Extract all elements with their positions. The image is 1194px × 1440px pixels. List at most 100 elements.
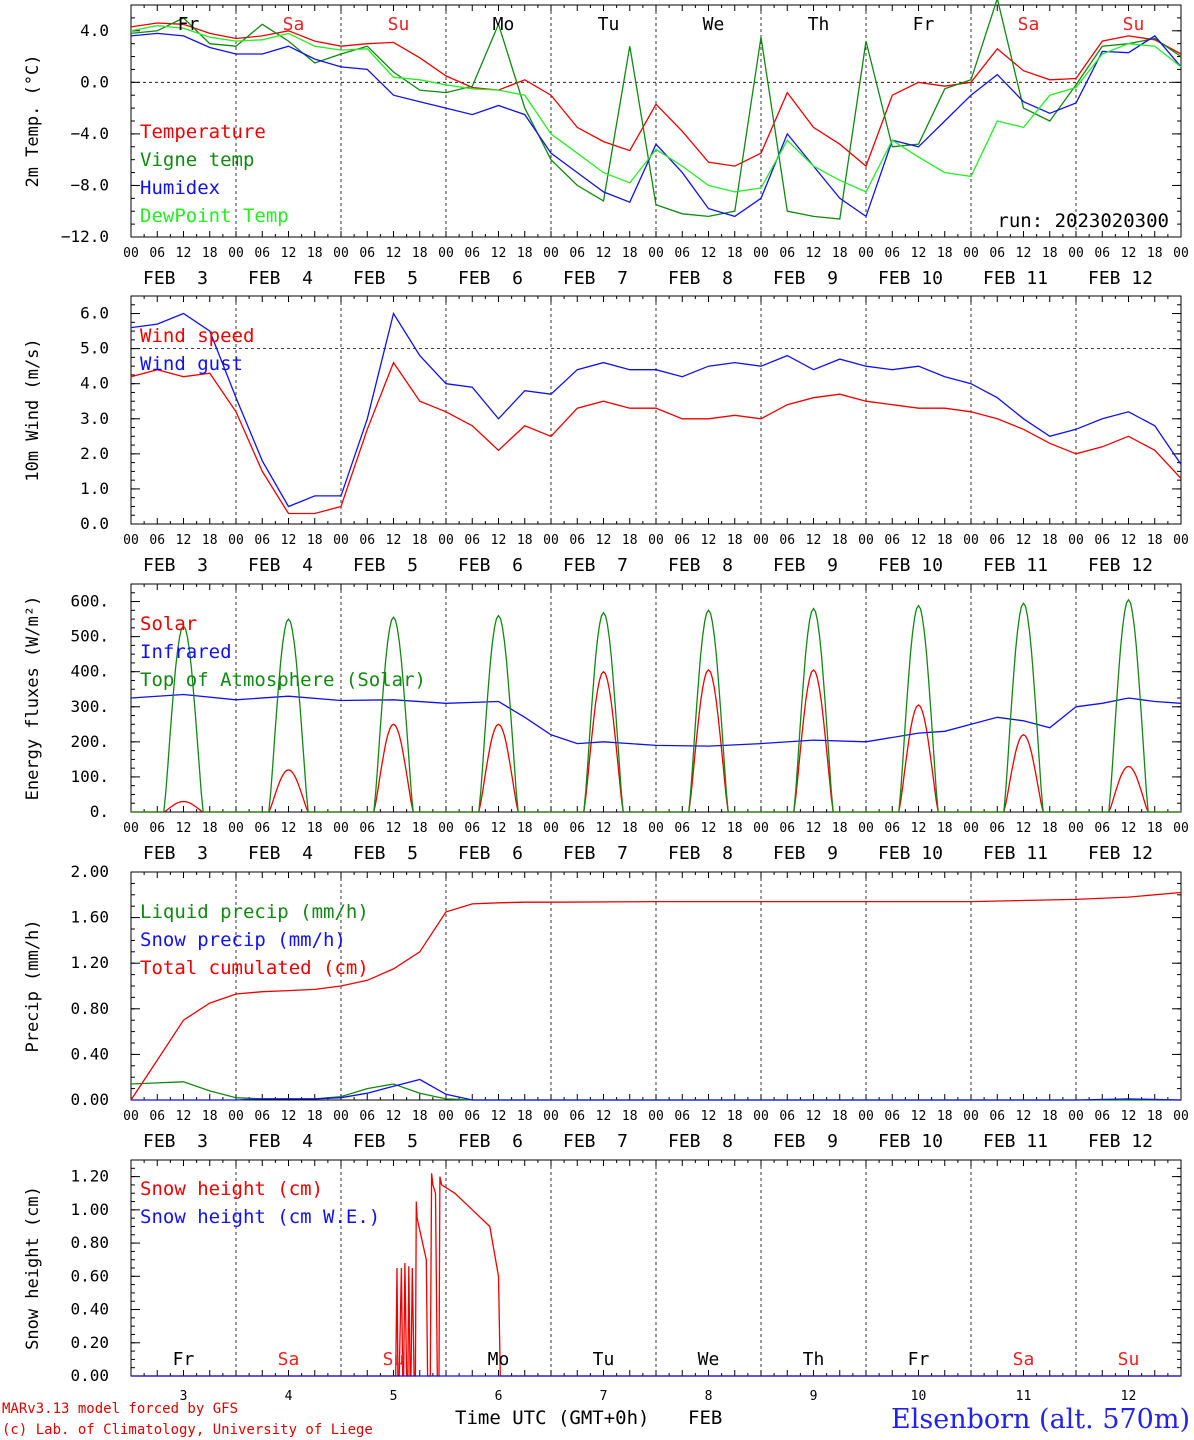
hour-tick-label: 00 xyxy=(1068,246,1084,261)
hour-tick-label: 18 xyxy=(412,246,428,261)
date-label: FEB 9 xyxy=(773,1131,838,1152)
date-label: FEB 10 xyxy=(878,555,943,576)
hour-tick-label: 06 xyxy=(359,1109,375,1124)
hour-tick-label: 00 xyxy=(648,1109,664,1124)
date-label: FEB 3 xyxy=(143,555,208,576)
hour-tick-label: 18 xyxy=(1147,533,1163,548)
hour-tick-label: 06 xyxy=(884,821,900,836)
date-label: FEB 8 xyxy=(668,843,733,864)
legend-entry: Temperature xyxy=(140,121,266,143)
date-label: FEB 5 xyxy=(353,268,418,289)
series-line-infrared xyxy=(130,693,1182,747)
hour-tick-label: 06 xyxy=(884,246,900,261)
weekday-label: Tu xyxy=(593,1349,615,1370)
y-tick-label: 0.40 xyxy=(70,1044,109,1063)
date-label: FEB 12 xyxy=(1088,268,1153,289)
hour-tick-label: 06 xyxy=(1094,1109,1110,1124)
day-number-label: 9 xyxy=(810,1389,818,1404)
hour-tick-label: 18 xyxy=(937,533,953,548)
weekday-label: We xyxy=(703,14,725,35)
y-tick-label: 0.00 xyxy=(70,1366,109,1385)
hour-tick-label: 06 xyxy=(254,246,270,261)
hour-tick-label: 12 xyxy=(1016,246,1032,261)
hour-tick-label: 18 xyxy=(1042,821,1058,836)
hour-tick-label: 18 xyxy=(517,533,533,548)
hour-tick-label: 00 xyxy=(1173,821,1189,836)
hour-tick-label: 12 xyxy=(281,533,297,548)
hour-tick-label: 18 xyxy=(307,1109,323,1124)
weekday-label: We xyxy=(698,1349,720,1370)
hour-tick-label: 00 xyxy=(543,1109,559,1124)
hour-tick-label: 00 xyxy=(438,821,454,836)
hour-tick-label: 00 xyxy=(228,246,244,261)
hour-tick-label: 06 xyxy=(1094,533,1110,548)
series-line-humidex xyxy=(130,32,1182,218)
y-tick-label: 300. xyxy=(70,697,109,716)
date-label: FEB 8 xyxy=(668,1131,733,1152)
hour-tick-label: 18 xyxy=(1042,1109,1058,1124)
y-tick-label: 1.60 xyxy=(70,908,109,927)
legend-entry: Snow height (cm W.E.) xyxy=(140,1206,380,1228)
x-axis-title: Time UTC (GMT+0h) xyxy=(455,1407,649,1429)
wind-panel: 0.0 1.0 2.0 3.0 4.0 5.0 6.0 10m Wind (m/s) Wind … xyxy=(23,295,1189,576)
date-label: FEB 5 xyxy=(353,1131,418,1152)
hour-tick-label: 12 xyxy=(596,533,612,548)
hour-tick-label: 12 xyxy=(701,821,717,836)
hour-tick-label: 18 xyxy=(202,1109,218,1124)
hour-tick-label: 18 xyxy=(832,821,848,836)
legend-entry: Humidex xyxy=(140,177,220,199)
date-label: FEB 5 xyxy=(353,843,418,864)
hour-tick-label: 12 xyxy=(701,246,717,261)
day-number-label: 5 xyxy=(390,1389,398,1404)
weekday-label: Fr xyxy=(173,1349,195,1370)
y-tick-label: 1.20 xyxy=(70,953,109,972)
series-line-wind-speed xyxy=(130,361,1182,515)
weekday-label: Sa xyxy=(283,14,305,35)
hour-tick-label: 12 xyxy=(806,533,822,548)
x-axis-month: FEB xyxy=(688,1407,722,1429)
date-label: FEB 4 xyxy=(248,268,313,289)
hour-tick-label: 06 xyxy=(779,1109,795,1124)
hour-tick-label: 06 xyxy=(149,246,165,261)
series-line-snow-precip-mm-h- xyxy=(131,1078,1182,1101)
hour-tick-label: 06 xyxy=(989,1109,1005,1124)
hour-tick-label: 00 xyxy=(123,533,139,548)
hour-tick-label: 12 xyxy=(176,1109,192,1124)
date-label: FEB 10 xyxy=(878,268,943,289)
date-label: FEB 12 xyxy=(1088,843,1153,864)
hour-tick-label: 06 xyxy=(1094,246,1110,261)
hour-tick-label: 18 xyxy=(202,821,218,836)
series-line-wind-gust xyxy=(130,311,1182,508)
hour-tick-label: 12 xyxy=(386,533,402,548)
hour-tick-label: 18 xyxy=(622,821,638,836)
weekday-label: Fr xyxy=(908,1349,930,1370)
y-tick-label: 1.0 xyxy=(80,479,109,498)
y-tick-label: 0.60 xyxy=(70,1266,109,1285)
hour-tick-label: 00 xyxy=(963,821,979,836)
hour-tick-label: 06 xyxy=(359,821,375,836)
hour-tick-label: 00 xyxy=(963,246,979,261)
date-label: FEB 5 xyxy=(353,555,418,576)
legend-entry: Wind gust xyxy=(140,353,243,375)
weekday-label: Th xyxy=(808,14,830,35)
y-tick-label: 0.0 xyxy=(80,514,109,533)
hour-tick-label: 18 xyxy=(307,533,323,548)
y-axis-label: Energy fluxes (W/m²) xyxy=(23,596,43,801)
date-label: FEB 3 xyxy=(143,1131,208,1152)
hour-tick-label: 18 xyxy=(517,1109,533,1124)
weekday-label: Su xyxy=(388,14,410,35)
date-label: FEB 4 xyxy=(248,555,313,576)
hour-tick-label: 06 xyxy=(569,533,585,548)
hour-tick-label: 18 xyxy=(727,1109,743,1124)
hour-tick-label: 06 xyxy=(254,1109,270,1124)
hour-tick-label: 18 xyxy=(412,821,428,836)
hour-tick-label: 18 xyxy=(517,246,533,261)
hour-tick-label: 00 xyxy=(543,533,559,548)
hour-tick-label: 12 xyxy=(701,533,717,548)
legend-entry: Snow height (cm) xyxy=(140,1178,323,1200)
legend-entry: Liquid precip (mm/h) xyxy=(140,901,369,923)
weekday-label: Su xyxy=(1123,14,1145,35)
hour-tick-label: 00 xyxy=(333,533,349,548)
y-tick-label: 1.20 xyxy=(70,1167,109,1186)
